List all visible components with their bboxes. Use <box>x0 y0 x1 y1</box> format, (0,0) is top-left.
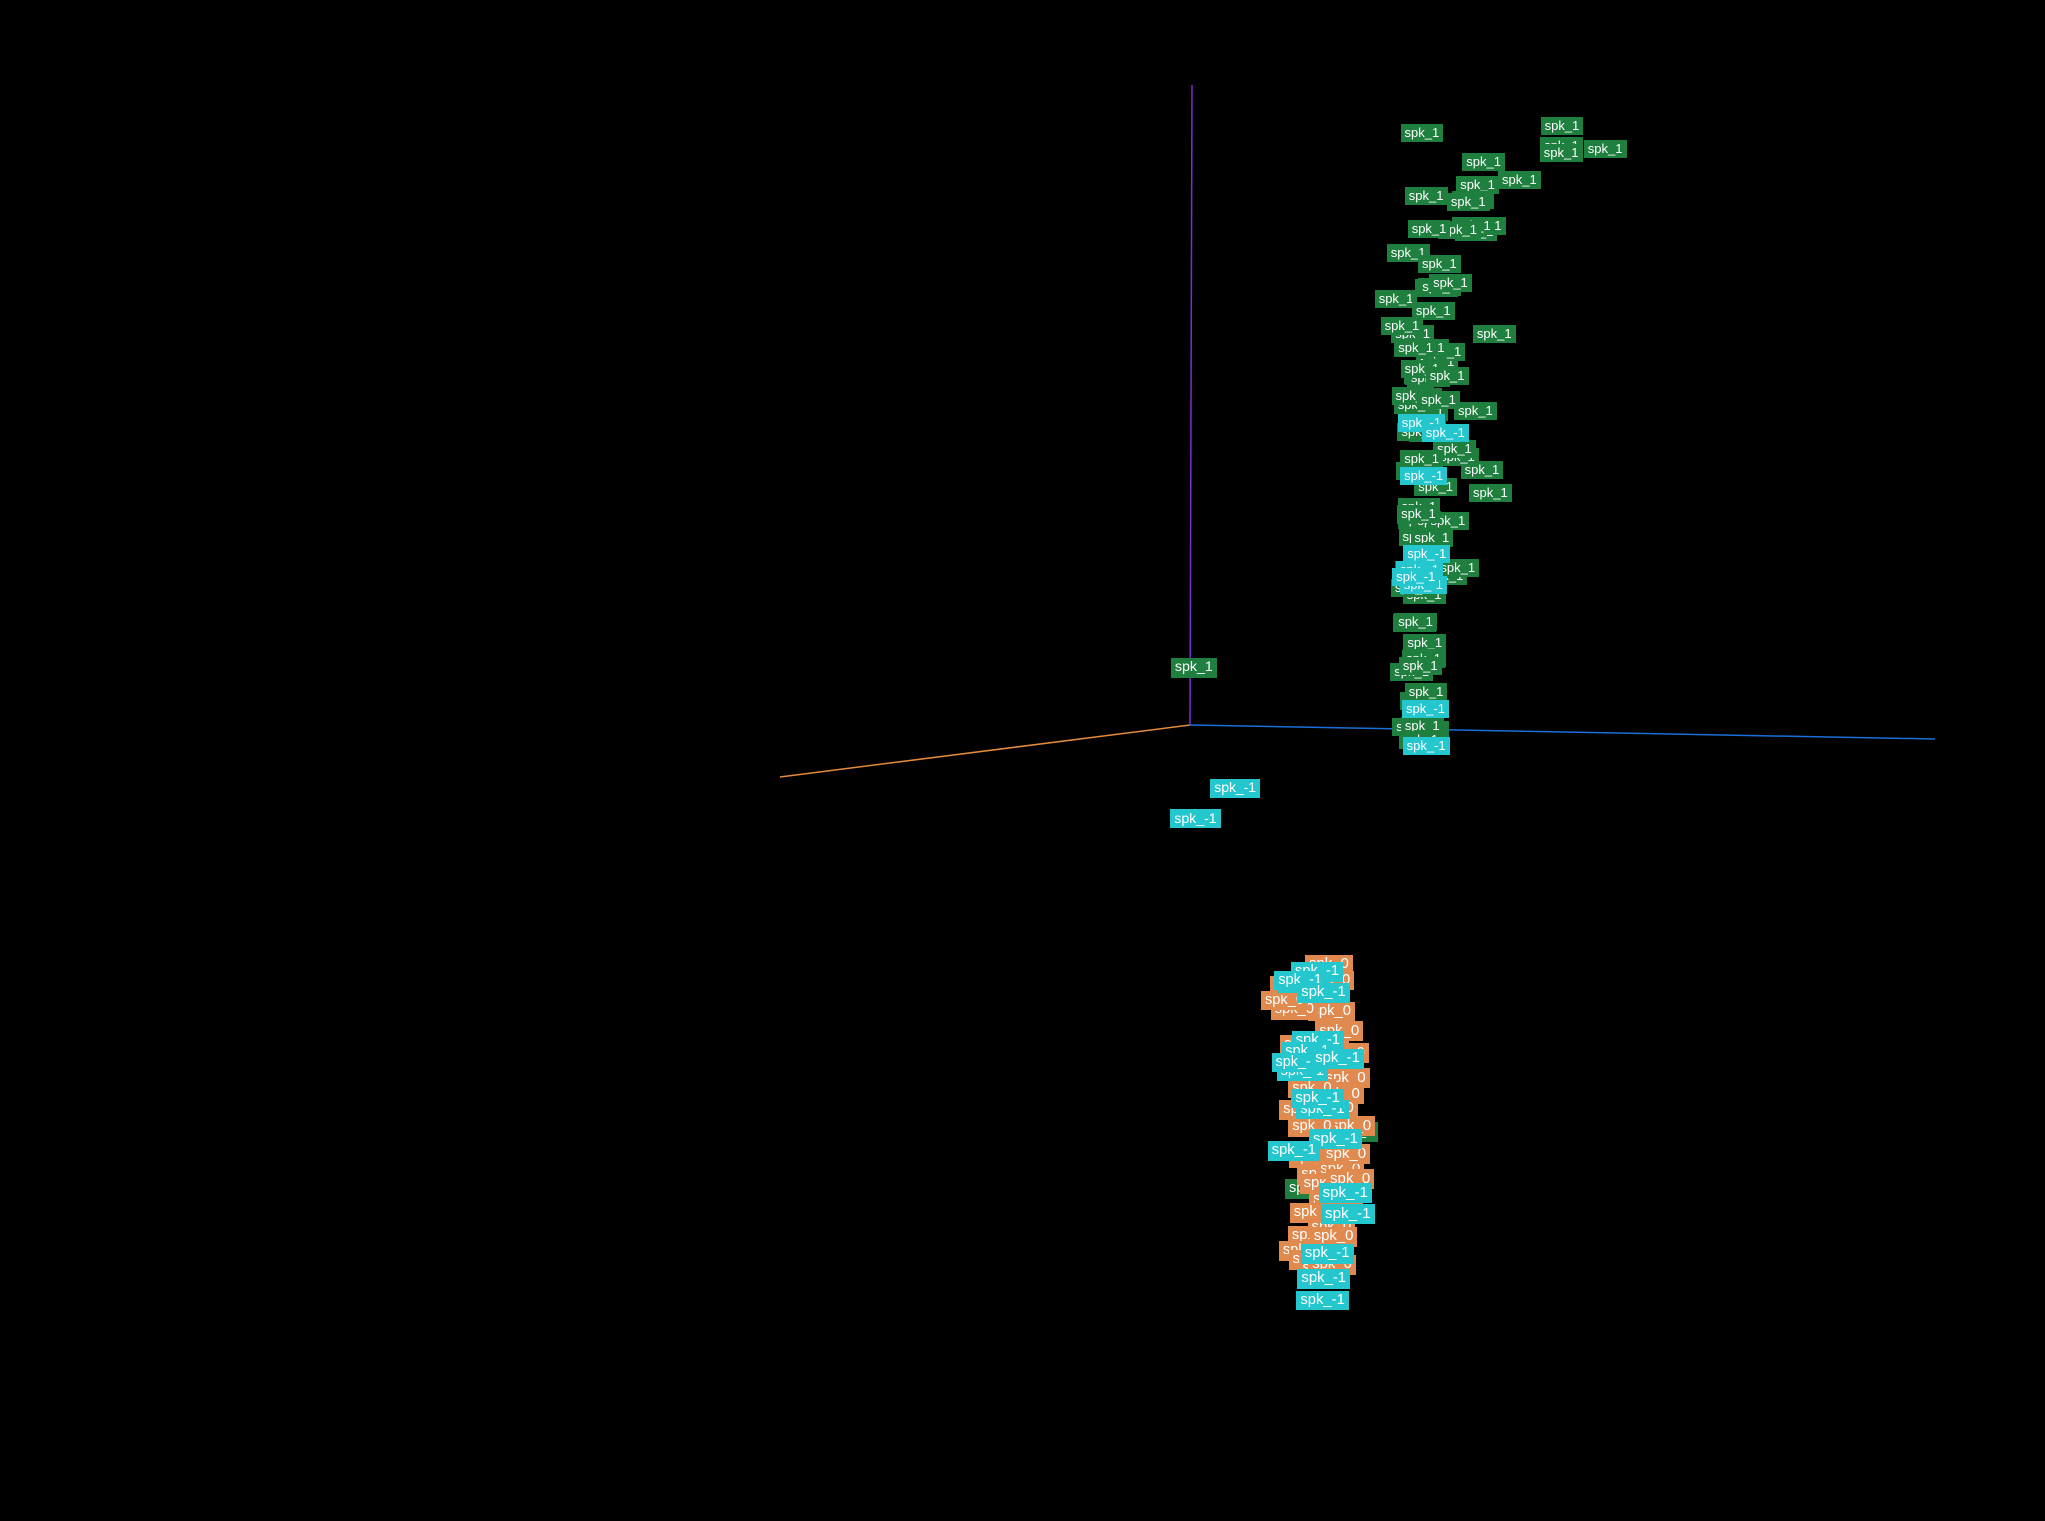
point-label-spk_1-48[interactable]: spk_1 <box>1403 634 1447 653</box>
point-label-spk_1-72[interactable]: spk_1 <box>1394 612 1437 631</box>
point-label-spk_1-70[interactable]: spk_1 <box>1397 504 1440 523</box>
point-label-spk_1-1[interactable]: spk_1 <box>1400 123 1444 142</box>
point-label-spk_1-61[interactable]: spk_1 <box>1411 301 1455 320</box>
axes-group <box>779 84 1936 778</box>
point-label-spk_-1-22[interactable]: spk_-1 <box>1309 1128 1363 1149</box>
x-axis <box>779 724 1191 778</box>
point-label-spk_-1-1[interactable]: spk_-1 <box>1421 424 1469 443</box>
point-label-spk_1-6[interactable]: spk_1 <box>1462 153 1505 172</box>
point-label-spk_1-66[interactable]: spk_1 <box>1394 338 1437 357</box>
point-label-spk_1-2[interactable]: spk_1 <box>1456 175 1499 194</box>
point-label-spk_-1-14[interactable]: spk_-1 <box>1297 983 1350 1004</box>
point-label-spk_1-5[interactable]: spk_1 <box>1539 143 1583 162</box>
point-label-spk_1-31[interactable]: spk_1 <box>1469 484 1512 503</box>
point-label-spk_-1-18[interactable]: spk_-1 <box>1271 1052 1323 1072</box>
point-label-spk_0-2[interactable]: spk_0 <box>1307 1001 1355 1022</box>
point-label-spk_1-33[interactable]: spk_1 <box>1433 440 1476 459</box>
point-label-spk_-1-8[interactable]: spk_-1 <box>1170 808 1221 828</box>
point-label-spk_1-18[interactable]: spk_1 <box>1429 274 1472 293</box>
point-label-spk_-1-28[interactable]: spk_-1 <box>1296 1290 1349 1311</box>
point-label-spk_1-52[interactable]: spk_1 <box>1398 656 1442 675</box>
point-label-spk_-1-25[interactable]: spk_-1 <box>1267 1140 1320 1161</box>
point-label-spk_-1-26[interactable]: spk_-1 <box>1300 1244 1354 1264</box>
point-label-spk_-1-24[interactable]: spk_-1 <box>1321 1203 1375 1225</box>
point-label-spk_1-21[interactable]: spk_1 <box>1380 317 1424 335</box>
point-label-spk_1-73[interactable]: spk_1 <box>1170 658 1217 678</box>
point-label-spk_-1-5[interactable]: spk_-1 <box>1402 699 1450 718</box>
point-label-spk_1-23[interactable]: spk_1 <box>1454 401 1497 420</box>
point-label-spk_0-31[interactable]: spk_0 <box>1261 990 1308 1011</box>
point-label-spk_1-19[interactable]: spk_1 <box>1374 289 1418 308</box>
point-label-spk_1-74[interactable]: spk_1 <box>1417 390 1460 409</box>
point-label-spk_1-56[interactable]: spk_1 <box>1400 717 1444 736</box>
point-label-spk_1-9[interactable]: spk_1 <box>1498 170 1541 189</box>
point-label-spk_1-40[interactable]: spk_1 <box>1436 558 1480 577</box>
point-label-spk_-1-2[interactable]: spk_-1 <box>1400 467 1448 486</box>
point-label-spk_1-10[interactable]: spk_1 <box>1446 193 1490 212</box>
point-label-spk_1-79[interactable]: spk_1 <box>1400 449 1443 468</box>
point-label-spk_-1-10[interactable]: spk_-1 <box>1392 567 1440 586</box>
z-axis <box>1189 724 1936 740</box>
point-label-spk_1-17[interactable]: spk_1 <box>1418 255 1461 274</box>
point-label-spk_1-75[interactable]: spk_1 <box>1407 219 1451 238</box>
point-label-spk_-1-3[interactable]: spk_-1 <box>1403 544 1451 563</box>
point-label-spk_1-80[interactable]: spk_1 <box>1425 367 1469 385</box>
point-label-spk_1-62[interactable]: spk_1 <box>1472 325 1516 343</box>
point-label-spk_-1-23[interactable]: spk_-1 <box>1318 1183 1372 1204</box>
point-label-spk_-1-19[interactable]: spk_-1 <box>1311 1048 1364 1069</box>
y-axis <box>1189 84 1193 726</box>
point-label-spk_-1-7[interactable]: spk_-1 <box>1210 779 1260 799</box>
point-label-spk_-1-27[interactable]: spk_-1 <box>1297 1269 1351 1289</box>
point-label-spk_-1-21[interactable]: spk_-1 <box>1291 1088 1344 1109</box>
point-label-spk_1-76[interactable]: spk_1 <box>1404 187 1448 206</box>
point-label-spk_0-35[interactable]: spk_0 <box>1309 1227 1358 1248</box>
point-label-spk_1-57[interactable]: spk_1 <box>1404 683 1448 701</box>
point-label-spk_1-0[interactable]: spk_1 <box>1540 116 1584 135</box>
point-label-spk_1-3[interactable]: spk_1 <box>1583 140 1627 159</box>
point-label-spk_-1-6[interactable]: spk_-1 <box>1402 736 1450 755</box>
